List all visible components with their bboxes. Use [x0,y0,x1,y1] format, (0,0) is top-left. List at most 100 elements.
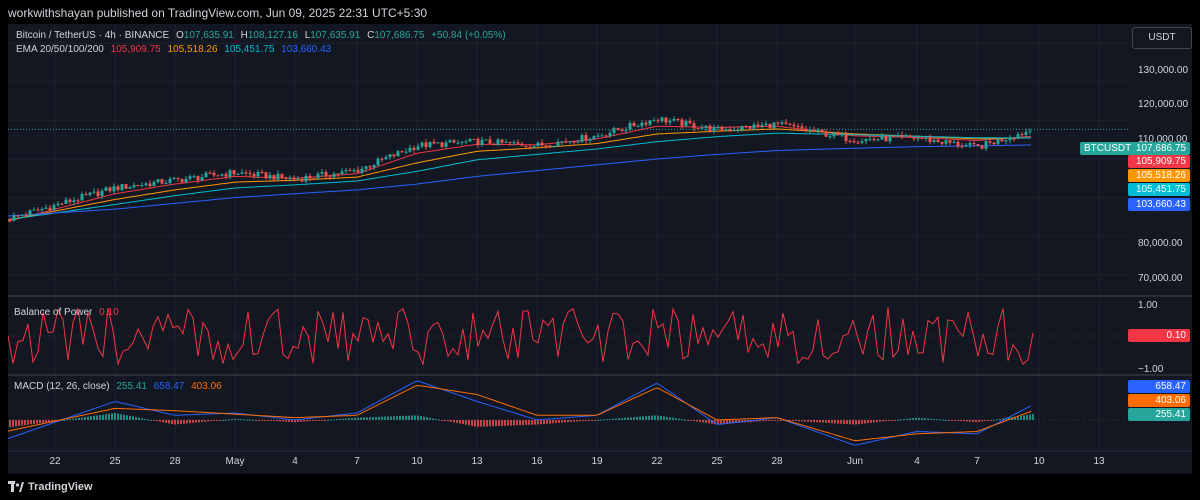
macd-histogram-bar [450,419,452,422]
candle-body [848,140,852,142]
macd-histogram-bar [558,419,560,423]
candle-body [752,124,756,129]
candle-body [656,120,660,122]
candle-body [980,145,984,149]
bop-legend: Balance of Power 0.10 [14,307,123,318]
price-tick: 110,000.00 [1138,134,1188,145]
candle-body [128,187,132,189]
macd-histogram-bar [642,416,644,420]
macd-histogram-bar [504,419,506,426]
ohlc-open: O107,635.91 [175,30,234,41]
macd-histogram-bar [354,417,356,420]
macd-line-value: 658.47 [153,381,185,392]
candle-body [532,146,536,148]
candle-body [32,209,36,211]
symbol-title: Bitcoin / TetherUS · 4h · BINANCE [16,30,170,41]
tradingview-brand: TradingView [28,481,93,493]
ohlc-change: +50.84 (+0.05%) [431,30,506,41]
macd-histogram-bar [384,416,386,420]
macd-histogram-bar [999,418,1001,420]
candle-body [84,194,88,196]
macd-histogram-bar [837,419,839,424]
macd-histogram-bar [33,419,35,424]
macd-signal-label: 403.06 [1128,394,1190,407]
candle-body [324,172,328,177]
candle-body [416,146,420,150]
candle-body [676,119,680,121]
macd-histogram-bar [246,419,248,421]
candle-body [1000,139,1004,142]
macd-histogram-bar [738,419,740,423]
macd-histogram-bar [870,419,872,423]
candle-body [744,126,748,128]
macd-histogram-bar [462,419,464,425]
candle-body [448,140,452,143]
macd-histogram-bar [435,418,437,420]
ohlc-close: C107,686.75 [367,30,425,41]
candle-body [456,142,460,144]
macd-signal-value: 403.06 [191,381,222,392]
macd-histogram-bar [387,416,389,420]
macd-histogram-bar [540,419,542,425]
macd-histogram-bar [864,419,866,424]
macd-histogram-bar [453,419,455,423]
macd-histogram-bar [147,419,149,421]
macd-histogram-bar [66,419,68,421]
macd-histogram-bar [810,419,812,422]
chart-canvas[interactable] [8,24,1192,474]
macd-histogram-bar [78,417,80,420]
candle-body [548,145,552,147]
candle-body [308,175,312,179]
candle-body [1024,131,1028,135]
macd-histogram-bar [756,419,758,422]
macd-histogram-bar [141,418,143,420]
macd-histogram-bar [768,419,770,421]
currency-button[interactable]: USDT [1132,27,1192,49]
macd-histogram-bar [240,419,242,421]
macd-histogram-bar [111,413,113,420]
macd-histogram-bar [687,419,689,421]
candle-body [408,147,412,152]
macd-histogram-bar [222,419,224,421]
candle-body [808,129,812,131]
macd-histogram-bar [306,419,308,422]
macd-histogram-bar [630,417,632,420]
candle-body [76,200,80,202]
macd-histogram-bar [486,419,488,427]
candle-body [784,122,788,124]
macd-histogram-bar [237,418,239,420]
ema100-price-label: 105,451.75 [1128,183,1190,196]
candle-body [988,141,992,143]
candle-body [296,178,300,180]
candle-body [124,184,128,189]
macd-histogram-bar [639,416,641,420]
candle-body [876,139,880,141]
candle-body [336,173,340,175]
chart-frame[interactable]: Bitcoin / TetherUS · 4h · BINANCE O107,6… [8,24,1192,474]
ema-line-3 [8,144,1032,217]
candle-body [368,166,372,168]
candle-body [832,132,836,137]
macd-histogram-bar [390,416,392,420]
macd-histogram-bar [360,417,362,420]
macd-histogram-bar [189,419,191,424]
candle-body [604,135,608,137]
macd-histogram-bar [927,418,929,420]
macd-histogram-bar [948,419,950,421]
candle-body [212,172,216,176]
candle-body [908,135,912,138]
candle-body [788,123,792,125]
candle-body [812,129,816,132]
candle-body [860,141,864,143]
candle-body [972,143,976,145]
macd-histogram-bar [36,419,38,424]
candle-body [148,183,152,187]
macd-histogram-bar [159,419,161,422]
macd-histogram-bar [801,419,803,422]
candle-body [900,135,904,137]
candle-body [480,139,484,145]
macd-histogram-bar [405,415,407,420]
candle-body [568,141,572,143]
candle-body [64,199,68,204]
candle-body [364,166,368,169]
